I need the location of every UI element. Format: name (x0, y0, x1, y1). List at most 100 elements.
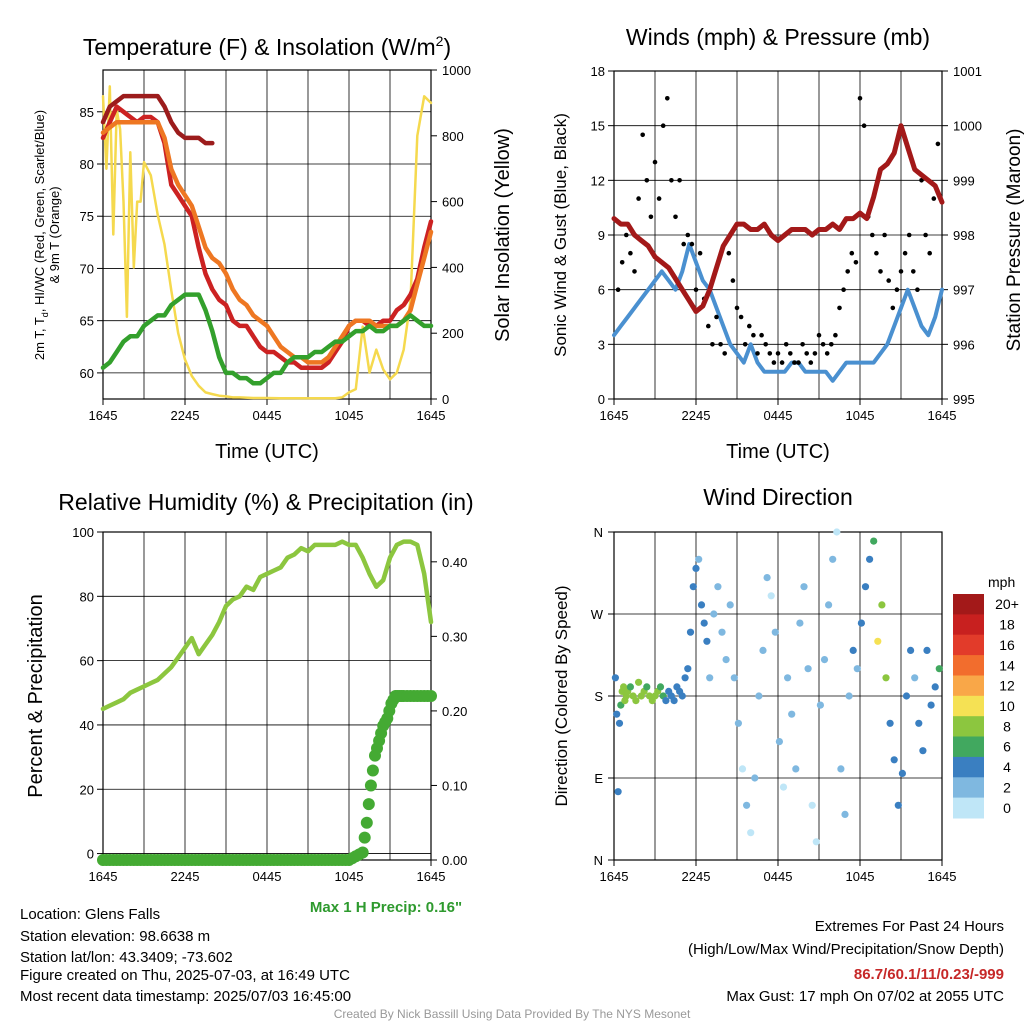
gust-point (816, 332, 822, 338)
direction-point (890, 756, 898, 764)
gust-point (734, 305, 740, 311)
gust-point (710, 342, 715, 347)
colorbar-swatch (953, 614, 984, 636)
y-tick-label: 6 (598, 283, 605, 298)
direction-point (706, 674, 714, 682)
direction-point (775, 738, 784, 746)
direction-point (882, 674, 890, 682)
x-tick-label: 0445 (764, 869, 793, 884)
gust-point (890, 305, 896, 311)
gust-point (685, 232, 691, 238)
gust-point (689, 241, 695, 247)
direction-point (845, 692, 853, 700)
gust-point (648, 214, 654, 220)
temperature-chart-title: Temperature (F) & Insolation (W/m2) (83, 33, 451, 60)
direction-point (763, 574, 771, 582)
direction-point (907, 646, 915, 655)
gust-point (775, 351, 781, 356)
direction-point (684, 665, 692, 673)
direction-point (635, 678, 643, 686)
y2-tick-label: 200 (442, 326, 464, 341)
colorbar-swatch (953, 777, 984, 799)
y-tick-label: S (594, 689, 603, 704)
gust-point (644, 178, 650, 183)
y-tick-label: E (594, 771, 603, 786)
gust-point (669, 178, 674, 183)
gust-point (640, 132, 645, 138)
pressure-y2label: Station Pressure (Maroon) (1004, 129, 1024, 352)
colorbar-label: 16 (999, 637, 1015, 653)
insolation-line (101, 85, 433, 400)
direction-point (611, 674, 620, 682)
direction-point (730, 674, 738, 682)
gust-point (788, 351, 793, 356)
gust-point (628, 250, 633, 256)
direction-point (613, 710, 621, 718)
x-tick-label: 1645 (89, 869, 118, 884)
humidity-ylabel: Percent & Precipitation (25, 594, 47, 797)
precip-point (366, 764, 379, 777)
precip-point (358, 831, 371, 844)
direction-point (718, 628, 726, 636)
gust-point (665, 96, 670, 101)
y-tick-label: W (591, 607, 604, 622)
direction-point (833, 528, 841, 536)
gust-point (902, 250, 908, 256)
gust-point (870, 232, 875, 238)
info-created: Figure created on Thu, 2025-07-03, at 16… (20, 967, 350, 984)
y-tick-label: 9 (598, 228, 605, 243)
y-tick-label: 70 (80, 261, 94, 276)
direction-point (643, 683, 651, 691)
y-tick-label: 18 (591, 64, 605, 79)
direction-point (726, 601, 734, 609)
humidity-line (100, 539, 434, 712)
y-tick-label: 12 (591, 173, 605, 188)
gust-point (829, 342, 834, 347)
humidity-panel: Relative Humidity (%) & Precipitation (i… (25, 489, 474, 916)
y2-tick-label: 998 (953, 228, 975, 243)
direction-point (931, 683, 939, 691)
gust-point (615, 287, 621, 293)
direction-point (681, 674, 689, 682)
gust-point (796, 360, 801, 365)
x-tick-label: 0445 (253, 869, 282, 884)
y2-tick-label: 0.40 (442, 555, 467, 570)
direction-point (743, 801, 751, 809)
direction-point (670, 697, 678, 705)
direction-point (759, 646, 767, 655)
wind-direction-panel: Wind Direction Direction (Colored By Spe… (552, 484, 1019, 884)
direction-point (919, 747, 927, 755)
precip-point (360, 816, 373, 829)
winds-panel: Winds (mph) & Pressure (mb) Sonic Wind &… (551, 24, 1024, 463)
gust-point (759, 332, 764, 338)
colorbar-label: 2 (1003, 779, 1011, 795)
direction-point (861, 583, 870, 591)
gust-point (861, 123, 867, 128)
humidity-chart-title: Relative Humidity (%) & Precipitation (i… (58, 489, 473, 515)
gust-point (833, 332, 838, 338)
gust-point (747, 323, 752, 329)
direction-point (796, 619, 804, 627)
info-elevation: Station elevation: 98.6638 m (20, 928, 211, 945)
direction-point (710, 610, 718, 618)
gust-point (841, 287, 846, 293)
direction-point (784, 674, 792, 682)
direction-point (853, 665, 861, 673)
y-tick-label: 60 (80, 654, 94, 669)
y-tick-label: 80 (80, 589, 94, 604)
gust-point (820, 342, 826, 347)
gust-point (636, 196, 641, 201)
colorbar-label: 12 (999, 678, 1015, 694)
gust-point (693, 287, 699, 293)
y2-tick-label: 995 (953, 392, 975, 407)
y2-tick-label: 996 (953, 337, 975, 352)
direction-point (878, 601, 886, 609)
gust-point (927, 250, 932, 256)
temperature-ylabel-line2: & 9m T (Orange) (47, 186, 62, 283)
x-tick-label: 1045 (846, 869, 875, 884)
y2-tick-label: 0.10 (442, 778, 467, 793)
heat-index-line (100, 93, 215, 146)
direction-point (902, 692, 911, 700)
colorbar-label: 0 (1003, 800, 1011, 816)
